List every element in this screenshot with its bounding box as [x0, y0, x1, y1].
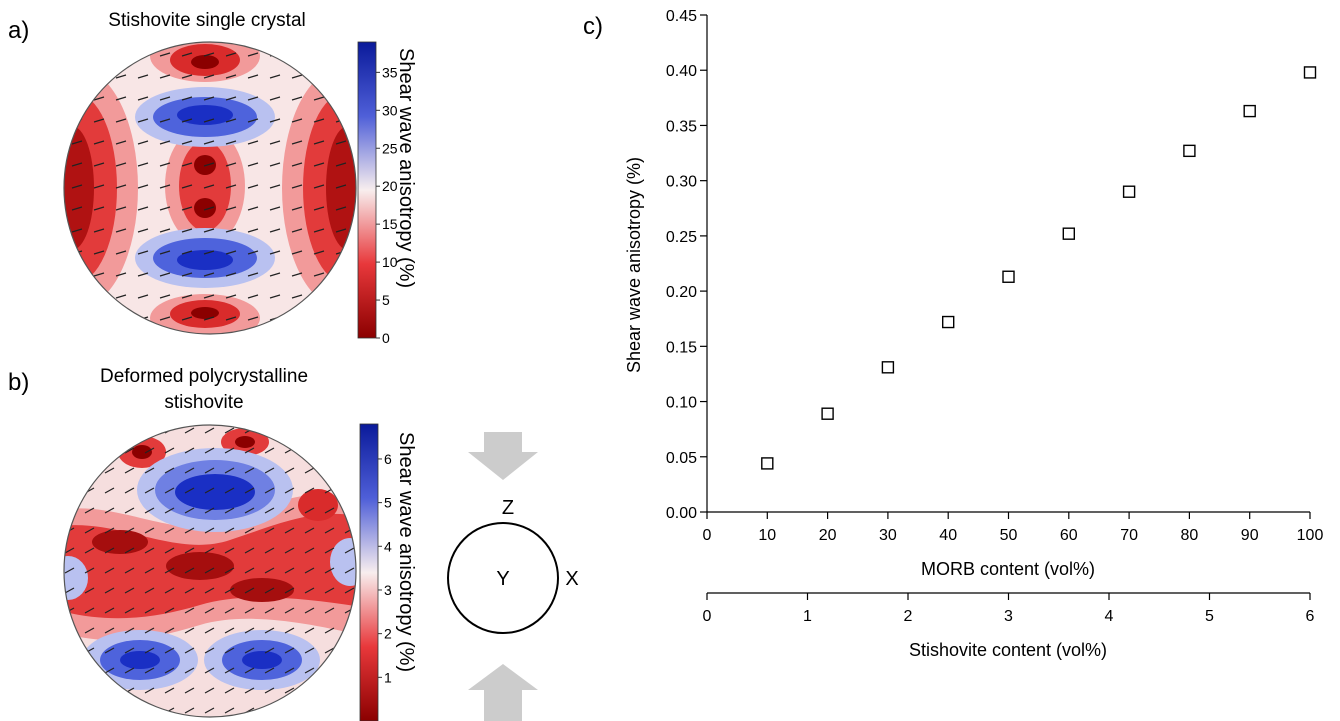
colorbar-a-tick-label: 25 [382, 140, 398, 156]
x-tick-label: 30 [879, 527, 897, 544]
x-tick-label: 100 [1297, 527, 1324, 544]
panel-b-title-line1: Deformed polycrystalline [100, 366, 308, 387]
axis-x-label: X [565, 568, 578, 590]
colorbar-a-tick-label: 35 [382, 64, 398, 80]
colorbar-a-tick-label: 15 [382, 216, 398, 232]
y-axis-label: Shear wave anisotropy (%) [624, 157, 644, 373]
colorbar-b: 1 2 3 4 5 6 Shear wave anisotropy (%) [359, 423, 417, 721]
panel-a-title: Stishovite single crystal [108, 10, 305, 31]
data-point [1243, 104, 1256, 118]
colorbar-a-tick-label: 30 [382, 102, 398, 118]
scatter-chart: 0.00 0.05 0.10 0.15 0.20 0.25 0.30 0.35 0.40 0.45… [624, 8, 1323, 660]
secondary-x-axis-label: Stishovite content (vol%) [909, 640, 1107, 660]
colorbar-b-label: Shear wave anisotropy (%) [395, 432, 417, 672]
y-tick-label: 0.40 [666, 63, 697, 80]
y-tick-label: 0.35 [666, 118, 697, 135]
colorbar-a-tick-label: 10 [382, 254, 398, 270]
colorbar-a-tick-label: 5 [382, 292, 390, 308]
colorbar-b-tick-label: 3 [384, 582, 392, 598]
data-point [1002, 270, 1015, 283]
x-tick-label: 0 [703, 527, 712, 544]
x-tick-label: 10 [758, 527, 776, 544]
x-tick-label: 80 [1181, 527, 1199, 544]
colorbar-b-tick-label: 2 [384, 626, 392, 642]
secondary-x-tick-label: 6 [1306, 608, 1315, 625]
data-point [881, 361, 895, 374]
y-tick-label: 0.00 [666, 505, 697, 522]
colorbar-b-tick-label: 4 [384, 538, 392, 554]
x-tick-label: 20 [819, 527, 837, 544]
secondary-x-tick-label: 5 [1205, 608, 1214, 625]
y-tick-label: 0.20 [666, 284, 697, 301]
data-point [1303, 66, 1317, 79]
secondary-x-tick-label: 2 [904, 608, 913, 625]
data-point [1122, 185, 1136, 198]
colorbar-a-tick-label: 20 [382, 178, 398, 194]
axis-y-label: Y [496, 568, 509, 590]
colorbar-a-label: Shear wave anisotropy (%) [395, 48, 417, 288]
colorbar-b-tick-label: 6 [384, 451, 392, 467]
x-tick-label: 70 [1120, 527, 1138, 544]
x-tick-label: 50 [1000, 527, 1018, 544]
data-point [1183, 144, 1196, 158]
x-tick-label: 40 [939, 527, 957, 544]
panel-b-letter: b) [8, 369, 29, 396]
reference-sphere [447, 522, 559, 634]
colorbar-a-tick-label: 0 [382, 330, 390, 346]
colorbar-b-tick-label: 5 [384, 495, 392, 511]
y-tick-label: 0.25 [666, 229, 697, 246]
axis-z-label: Z [502, 497, 514, 519]
y-tick-label: 0.30 [666, 174, 697, 191]
panel-c-letter: c) [583, 13, 603, 40]
pole-figure-a [63, 41, 357, 335]
compression-arrow-top [468, 432, 538, 480]
y-tick-label: 0.05 [666, 450, 697, 467]
colorbar-a: 0 5 10 15 20 25 30 35 Shear wave anisotropy (%) [357, 41, 417, 346]
secondary-x-tick-label: 4 [1105, 608, 1114, 625]
compression-arrow-bottom [468, 664, 538, 721]
y-tick-label: 0.45 [666, 8, 697, 25]
pole-figure-b [63, 424, 357, 718]
data-point [1062, 227, 1076, 240]
x-tick-label: 60 [1060, 527, 1078, 544]
data-point [761, 457, 774, 470]
colorbar-b-tick-label: 1 [384, 669, 392, 685]
panel-a-letter: a) [8, 17, 29, 44]
data-point [821, 407, 834, 420]
x-tick-label: 90 [1241, 527, 1259, 544]
y-tick-label: 0.15 [666, 339, 697, 356]
y-tick-label: 0.10 [666, 395, 697, 412]
data-point [942, 315, 955, 329]
panel-b-title-line2: stishovite [164, 392, 243, 413]
x-axis-label: MORB content (vol%) [921, 559, 1095, 579]
secondary-x-tick-label: 1 [803, 608, 812, 625]
secondary-x-tick-label: 0 [703, 608, 712, 625]
secondary-x-tick-label: 3 [1004, 608, 1013, 625]
compression-diagram: Z Y X [447, 432, 579, 721]
